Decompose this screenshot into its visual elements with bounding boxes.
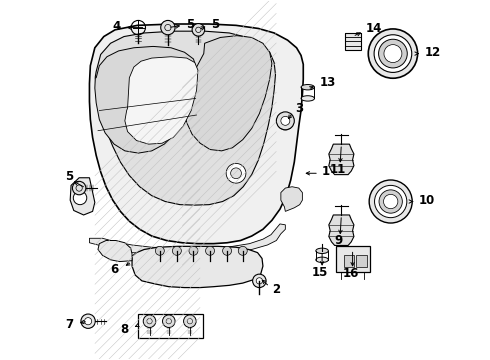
- Text: 9: 9: [334, 234, 343, 247]
- Polygon shape: [125, 57, 198, 144]
- Circle shape: [143, 315, 156, 328]
- Text: 7: 7: [66, 318, 74, 331]
- Circle shape: [276, 112, 294, 130]
- Text: 1: 1: [322, 165, 330, 178]
- Polygon shape: [329, 144, 354, 175]
- Circle shape: [384, 45, 402, 63]
- Polygon shape: [95, 31, 275, 205]
- Circle shape: [184, 315, 196, 328]
- Circle shape: [222, 246, 232, 255]
- Circle shape: [238, 246, 247, 255]
- Polygon shape: [98, 240, 132, 262]
- Text: 15: 15: [312, 266, 328, 279]
- Bar: [138, 315, 203, 338]
- Text: 11: 11: [330, 163, 346, 176]
- Polygon shape: [281, 187, 302, 211]
- Polygon shape: [90, 224, 285, 254]
- Polygon shape: [184, 36, 272, 151]
- Bar: [336, 246, 369, 272]
- Ellipse shape: [316, 248, 328, 253]
- Ellipse shape: [301, 85, 315, 90]
- Text: 5: 5: [211, 18, 219, 31]
- Bar: [356, 255, 367, 267]
- Polygon shape: [95, 46, 196, 153]
- Circle shape: [379, 190, 402, 213]
- Polygon shape: [70, 178, 95, 215]
- Circle shape: [163, 315, 175, 328]
- Circle shape: [374, 185, 407, 218]
- Text: 14: 14: [366, 22, 382, 35]
- Polygon shape: [90, 24, 303, 244]
- Polygon shape: [329, 215, 354, 246]
- Text: 13: 13: [319, 76, 336, 89]
- Circle shape: [277, 114, 294, 130]
- Circle shape: [231, 168, 242, 179]
- Bar: [344, 33, 361, 50]
- Polygon shape: [132, 246, 263, 288]
- Circle shape: [368, 29, 417, 78]
- Circle shape: [161, 21, 175, 35]
- Text: 16: 16: [343, 267, 359, 280]
- Ellipse shape: [316, 257, 328, 262]
- Text: 5: 5: [186, 18, 194, 31]
- Text: 8: 8: [120, 323, 128, 336]
- Text: 12: 12: [424, 46, 441, 59]
- Text: 6: 6: [110, 263, 119, 276]
- Text: 3: 3: [295, 102, 303, 115]
- Circle shape: [189, 246, 198, 255]
- Text: 10: 10: [419, 194, 435, 207]
- Circle shape: [84, 318, 92, 325]
- Circle shape: [379, 39, 407, 68]
- Circle shape: [281, 117, 290, 126]
- Text: 2: 2: [272, 283, 280, 296]
- Circle shape: [192, 23, 205, 36]
- Circle shape: [256, 278, 263, 284]
- Circle shape: [281, 116, 290, 125]
- Circle shape: [155, 246, 164, 255]
- Circle shape: [172, 246, 181, 255]
- Circle shape: [226, 163, 246, 183]
- Text: 4: 4: [112, 20, 121, 33]
- Bar: [343, 255, 354, 267]
- Circle shape: [374, 35, 412, 72]
- Ellipse shape: [301, 96, 315, 101]
- Circle shape: [205, 246, 215, 255]
- Circle shape: [384, 194, 398, 209]
- Circle shape: [81, 314, 95, 328]
- Text: 5: 5: [65, 170, 74, 183]
- Circle shape: [253, 274, 266, 288]
- Circle shape: [369, 180, 412, 223]
- Circle shape: [73, 181, 86, 195]
- Circle shape: [74, 191, 87, 204]
